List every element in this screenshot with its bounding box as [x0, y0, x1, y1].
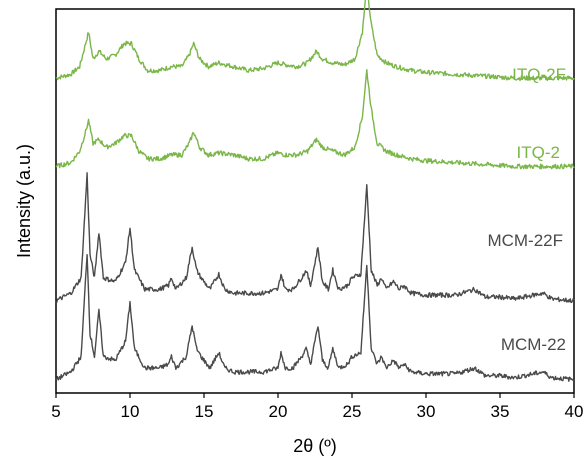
series-label-itq-2f: ITQ-2F — [512, 65, 566, 84]
series-labels: ITQ-2F ITQ-2 MCM-22F MCM-22 — [487, 65, 566, 354]
series-label-mcm-22f: MCM-22F — [487, 231, 563, 250]
series-label-itq-2: ITQ-2 — [517, 143, 560, 162]
x-tick-label: 10 — [121, 402, 140, 421]
series-line-mcm-22 — [55, 254, 575, 382]
series-line-itq-2 — [55, 69, 575, 170]
series-line-itq-2f — [55, 0, 575, 82]
y-axis-title: Intensity (a.u.) — [14, 144, 34, 258]
x-axis-title: 2θ (º) — [293, 436, 337, 456]
series-label-mcm-22: MCM-22 — [501, 335, 566, 354]
x-tick-label: 5 — [51, 402, 60, 421]
x-axis-ticks: 5 10 15 20 25 30 35 40 — [51, 393, 583, 421]
series-curves — [55, 0, 575, 382]
x-tick-label: 30 — [417, 402, 436, 421]
x-tick-label: 15 — [195, 402, 214, 421]
series-line-mcm-22f — [55, 172, 575, 304]
x-tick-label: 35 — [491, 402, 510, 421]
x-tick-label: 20 — [269, 402, 288, 421]
x-tick-label: 25 — [343, 402, 362, 421]
plot-frame — [55, 8, 575, 394]
x-tick-label: 40 — [565, 402, 584, 421]
